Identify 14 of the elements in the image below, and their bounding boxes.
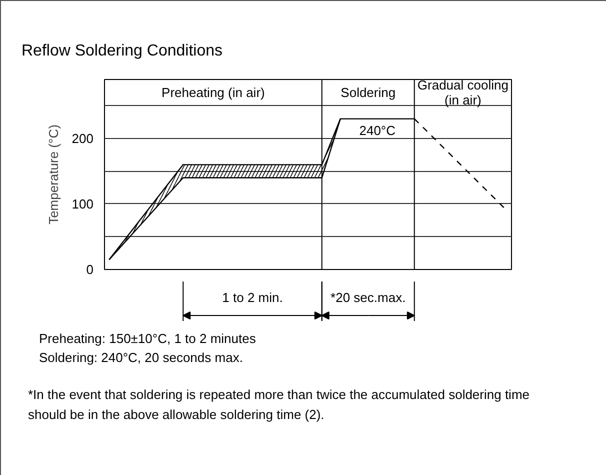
text: 1 to 2 min. — [222, 290, 283, 305]
text: *In the event that soldering is repeated more than twice the accumulated soldering time should be in the above allowable soldering time (2). — [27, 386, 531, 424]
text: Soldering: 240°C, 20 seconds max. — [39, 350, 243, 365]
annotation: 240°C — [359, 122, 396, 138]
annotation: Soldering — [340, 85, 396, 100]
y-tick-label: 200 — [72, 130, 94, 146]
text: *20 sec.max. — [330, 290, 406, 305]
annotation: Gradual cooling (in air) — [417, 78, 508, 108]
y-axis-title: Temperature (°C) — [46, 124, 61, 224]
y-tick-label: 0 — [86, 262, 94, 277]
text: Preheating: 150±10°C, 1 to 2 minutes — [39, 331, 256, 346]
chart-title: Reflow Soldering Conditions — [22, 42, 222, 60]
y-tick-label: 100 — [72, 196, 94, 212]
annotation: Preheating (in air) — [162, 85, 265, 100]
